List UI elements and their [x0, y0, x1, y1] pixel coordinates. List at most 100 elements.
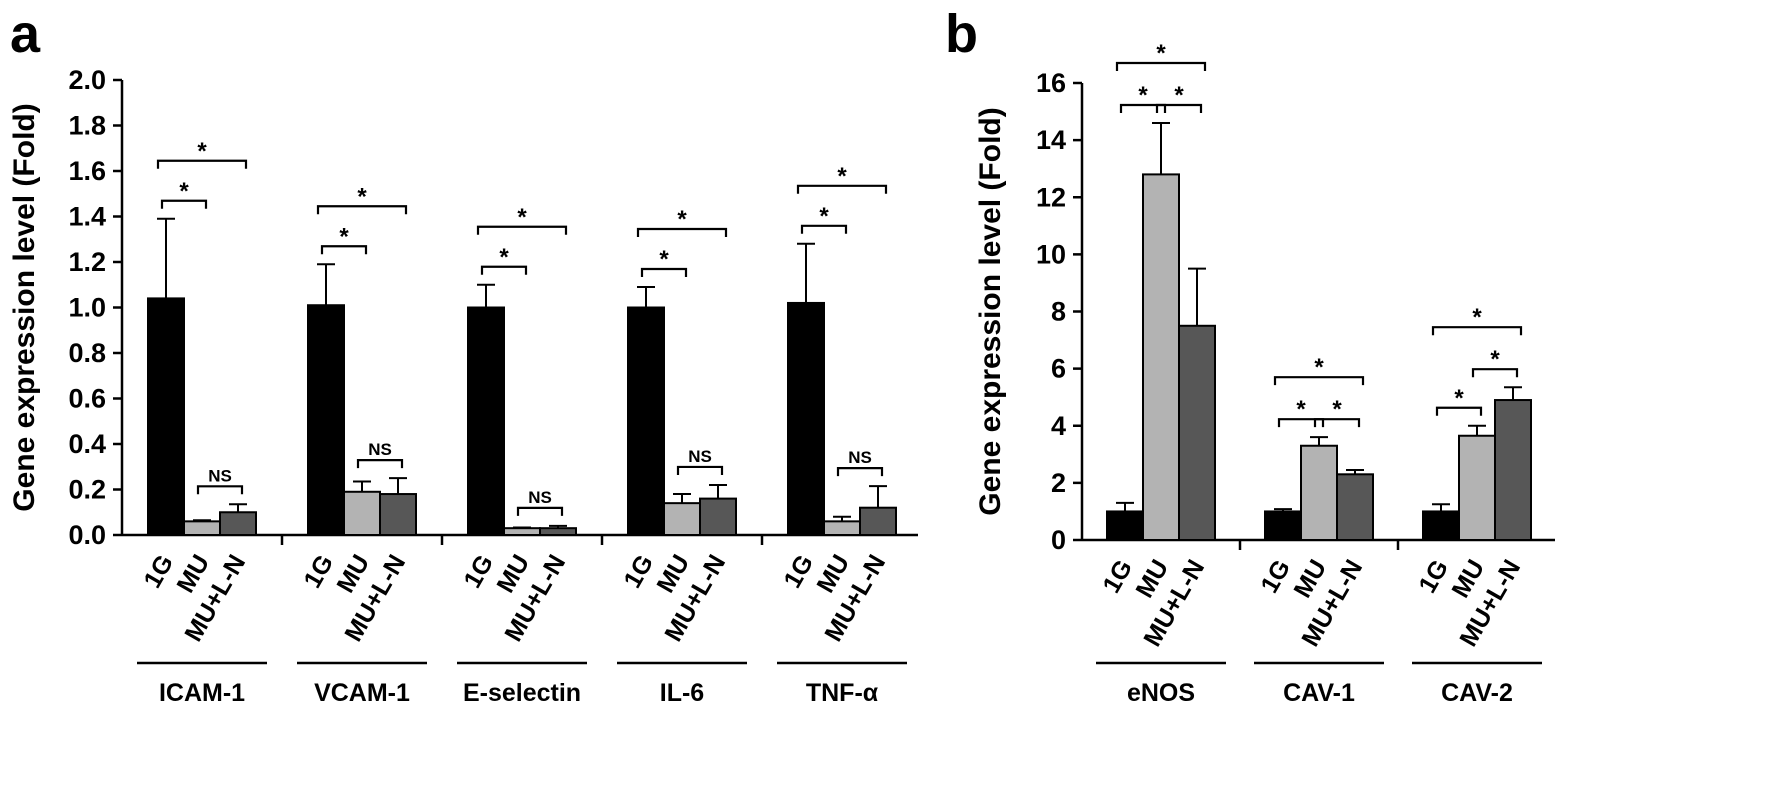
significance-label-star: *: [357, 183, 367, 210]
bar-VCAM-1-MU: [343, 490, 381, 536]
bar-CAV-1-MU: [1300, 444, 1338, 541]
y-tick-label: 16: [1036, 68, 1066, 98]
group-label-eNOS: eNOS: [1127, 679, 1195, 707]
y-tick-label: 1.4: [68, 202, 106, 232]
x-tick-label: 1G: [1097, 555, 1138, 598]
y-tick-label: 1.2: [68, 247, 106, 277]
bar-eNOS-MU: [1142, 173, 1180, 541]
significance-label-star: *: [179, 178, 189, 205]
y-tick-label: 0: [1051, 525, 1066, 555]
significance-bracket: [640, 267, 688, 278]
significance-bracket: [1119, 103, 1167, 113]
significance-bracket: [676, 465, 724, 475]
y-tick-label: 0.0: [68, 520, 106, 550]
y-tick-label: 0.4: [68, 429, 106, 459]
y-tick-label: 0.8: [68, 338, 106, 368]
significance-bracket: [1277, 418, 1325, 428]
y-tick-label: 14: [1036, 125, 1066, 155]
significance-label-star: *: [499, 244, 509, 271]
significance-label-ns: NS: [208, 466, 232, 485]
significance-label-ns: NS: [368, 440, 392, 459]
significance-bracket: [1155, 103, 1203, 113]
y-tick-label: 2: [1051, 468, 1066, 498]
panel-a-letter: a: [10, 4, 41, 64]
x-tick-label: 1G: [1413, 555, 1454, 598]
significance-label-star: *: [197, 138, 207, 165]
bar-ICAM-1-MU: [183, 520, 221, 536]
x-tick-label: 1G: [778, 550, 819, 593]
significance-bracket: [516, 506, 564, 516]
bar-ICAM-1-1G: [147, 297, 185, 536]
significance-bracket: [1471, 368, 1519, 378]
y-tick-label: 8: [1051, 297, 1066, 327]
group-label-ICAM-1: ICAM-1: [159, 679, 245, 707]
group-label-VCAM-1: VCAM-1: [314, 679, 410, 707]
bar-VCAM-1-1G: [307, 304, 345, 536]
significance-label-star: *: [1296, 396, 1306, 423]
significance-bracket: [356, 459, 404, 469]
significance-bracket: [480, 265, 528, 275]
significance-bracket: [320, 245, 368, 255]
significance-label-ns: NS: [688, 447, 712, 466]
significance-bracket: [1273, 376, 1365, 386]
bar-TNF-α-MU: [823, 520, 861, 536]
y-tick-label: 12: [1036, 182, 1066, 212]
significance-bracket: [1313, 418, 1361, 428]
significance-bracket: [796, 184, 888, 194]
significance-bracket: [196, 485, 244, 495]
bar-E-selectin-1G: [467, 306, 505, 536]
y-tick-label: 10: [1036, 239, 1066, 269]
x-tick-label: 1G: [458, 550, 499, 593]
significance-bracket: [1435, 406, 1483, 416]
bar-ICAM-1-MU+L-N: [219, 511, 257, 536]
bar-eNOS-1G: [1106, 510, 1144, 541]
significance-bracket: [1115, 61, 1207, 71]
significance-label-star: *: [339, 223, 349, 250]
y-tick-label: 0.2: [68, 475, 106, 505]
significance-label-star: *: [1156, 40, 1166, 67]
bar-TNF-α-MU+L-N: [859, 506, 897, 537]
y-tick-label: 1.0: [68, 293, 106, 323]
chart-panel-a: 0.0 0.2 0.4 0.6 0.8 1.0 1.2 1.4 1.6 1.8 2.0 Gene ex…: [8, 65, 918, 707]
bar-CAV-1-MU+L-N: [1336, 473, 1374, 541]
bar-VCAM-1-MU+L-N: [379, 493, 417, 536]
significance-label-star: *: [677, 206, 687, 233]
y-tick-label: 4: [1051, 411, 1066, 441]
significance-label-star: *: [517, 204, 527, 231]
y-tick-label: 0.6: [68, 384, 106, 414]
significance-label-star: *: [1472, 304, 1482, 331]
y-tick-label: 2.0: [68, 65, 106, 95]
significance-label-star: *: [1454, 385, 1464, 412]
significance-label-star: *: [1490, 346, 1500, 373]
bar-IL-6-1G: [627, 306, 665, 536]
y-tick-label: 1.6: [68, 156, 106, 186]
y-tick-label: 1.8: [68, 111, 106, 141]
group-label-TNF-α: TNF-α: [806, 679, 879, 707]
bar-TNF-α-1G: [787, 301, 825, 537]
x-tick-label: 1G: [618, 550, 659, 593]
significance-label-star: *: [1332, 396, 1342, 423]
significance-label-star: *: [659, 246, 669, 273]
significance-bracket: [156, 159, 248, 169]
significance-label-star: *: [1314, 354, 1324, 381]
group-label-CAV-2: CAV-2: [1441, 679, 1513, 707]
significance-bracket: [836, 466, 884, 477]
significance-label-star: *: [837, 163, 847, 190]
bar-CAV-2-MU: [1458, 434, 1496, 542]
significance-label-star: *: [1138, 82, 1148, 109]
bar-CAV-1-1G: [1264, 510, 1302, 541]
bar-E-selectin-MU+L-N: [539, 527, 577, 536]
bar-E-selectin-MU: [503, 527, 541, 536]
group-label-IL-6: IL-6: [660, 679, 704, 707]
significance-label-star: *: [819, 203, 829, 230]
significance-bracket: [160, 199, 208, 209]
significance-label-ns: NS: [848, 448, 872, 467]
group-label-E-selectin: E-selectin: [463, 679, 581, 707]
chart-panel-b: 0 2 4 6 8 10 12 14 16 Gene expression level (Fold…: [974, 40, 1555, 707]
bar-CAV-2-MU+L-N: [1494, 399, 1532, 542]
significance-label-star: *: [1174, 82, 1184, 109]
bar-IL-6-MU+L-N: [699, 497, 737, 537]
significance-bracket: [800, 224, 848, 234]
bar-CAV-2-1G: [1422, 510, 1460, 541]
x-tick-label: 1G: [1255, 555, 1296, 598]
